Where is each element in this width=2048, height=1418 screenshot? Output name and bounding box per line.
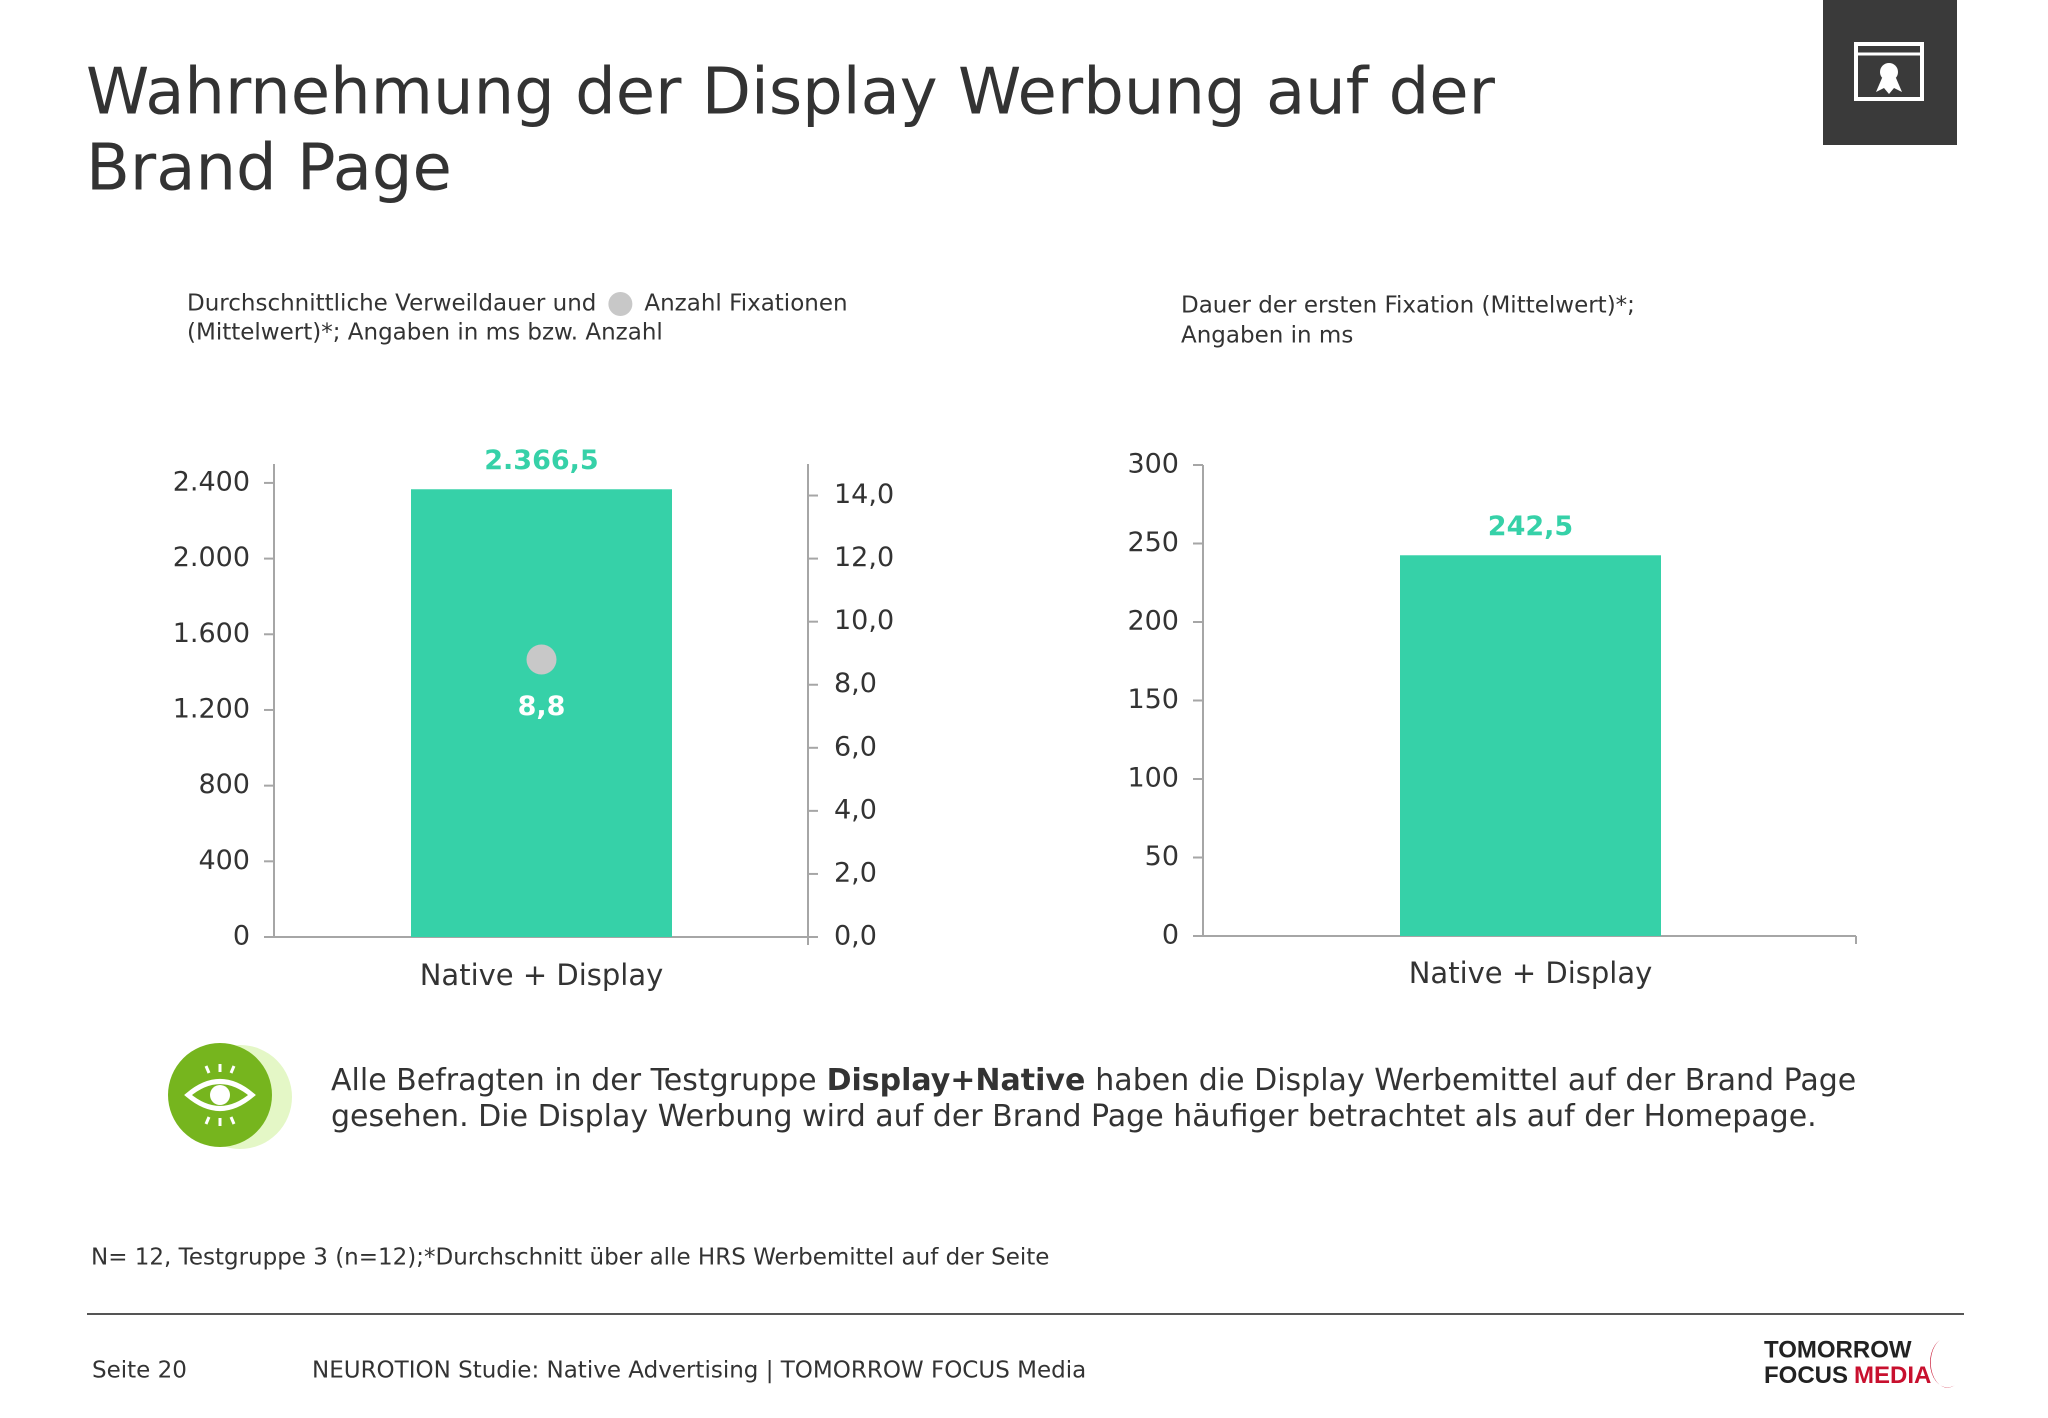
y-tick-label: 800 bbox=[198, 769, 250, 800]
dot bbox=[526, 644, 557, 675]
y2-tick-label: 4,0 bbox=[834, 794, 877, 825]
x-tick-label: Native + Display bbox=[420, 958, 664, 992]
title-line: Wahrnehmung der Display Werbung auf der bbox=[86, 56, 1496, 130]
bar bbox=[411, 489, 672, 937]
body-line: Alle Befragten in der Testgruppe Display+… bbox=[331, 1063, 1856, 1098]
title-line: Brand Page bbox=[86, 132, 452, 206]
y2-tick-label: 8,0 bbox=[834, 668, 877, 699]
y-tick-label: 50 bbox=[1145, 841, 1179, 872]
y-tick-label: 100 bbox=[1127, 763, 1179, 794]
subtitle: Anzahl Fixationen bbox=[644, 291, 847, 317]
legend-dot bbox=[608, 292, 633, 316]
y-tick-label: 150 bbox=[1127, 684, 1179, 715]
y-tick-label: 1.200 bbox=[173, 693, 250, 724]
bar-value-label: 2.366,5 bbox=[484, 445, 598, 476]
y2-tick-label: 6,0 bbox=[834, 731, 877, 762]
y2-tick-label: 14,0 bbox=[834, 479, 894, 510]
bar bbox=[1400, 555, 1661, 936]
y-tick-label: 300 bbox=[1127, 449, 1179, 480]
y-tick-label: 2.400 bbox=[173, 466, 250, 497]
subtitle: Angaben in ms bbox=[1181, 323, 1353, 349]
logo-part: MEDIA bbox=[1854, 1362, 1931, 1389]
y-tick-label: 0 bbox=[233, 921, 250, 952]
y-tick-label: 250 bbox=[1127, 527, 1179, 558]
body-part: gesehen. Die Display Werbung wird auf de… bbox=[331, 1099, 1817, 1134]
y-tick-label: 400 bbox=[198, 845, 250, 876]
eye-icon bbox=[168, 1043, 292, 1149]
y2-tick-label: 2,0 bbox=[834, 857, 877, 888]
body-part: Display+Native bbox=[827, 1063, 1086, 1098]
y-tick-label: 2.000 bbox=[173, 542, 250, 573]
y-tick-label: 200 bbox=[1127, 606, 1179, 637]
logo-text: TOMORROW bbox=[1764, 1336, 1912, 1363]
y2-tick-label: 12,0 bbox=[834, 542, 894, 573]
corner-badge bbox=[1823, 0, 1957, 145]
logo-text: FOCUS MEDIA bbox=[1764, 1362, 1931, 1389]
y2-tick-label: 0,0 bbox=[834, 921, 877, 952]
body-part: haben die Display Werbemittel auf der Br… bbox=[1095, 1063, 1856, 1098]
y2-tick-label: 10,0 bbox=[834, 605, 894, 636]
logo-part: FOCUS bbox=[1764, 1362, 1848, 1389]
body-line: gesehen. Die Display Werbung wird auf de… bbox=[331, 1099, 1817, 1134]
subtitle: (Mittelwert)*; Angaben in ms bzw. Anzahl bbox=[187, 320, 663, 346]
footer-source: NEUROTION Studie: Native Advertising | T… bbox=[312, 1358, 1086, 1384]
subtitle: Dauer der ersten Fixation (Mittelwert)*; bbox=[1181, 293, 1635, 319]
body-part: Alle Befragten in der Testgruppe bbox=[331, 1063, 817, 1098]
x-tick-label: Native + Display bbox=[1409, 956, 1653, 990]
footnote: N= 12, Testgruppe 3 (n=12);*Durchschnitt… bbox=[91, 1245, 1049, 1271]
subtitle: Durchschnittliche Verweildauer und bbox=[187, 291, 596, 317]
page-number: Seite 20 bbox=[92, 1358, 187, 1384]
y-tick-label: 1.600 bbox=[173, 618, 250, 649]
dot-value-label: 8,8 bbox=[518, 691, 566, 722]
y-tick-label: 0 bbox=[1162, 920, 1179, 951]
bar-value-label: 242,5 bbox=[1488, 511, 1573, 542]
logo-mark bbox=[1930, 1340, 1955, 1388]
